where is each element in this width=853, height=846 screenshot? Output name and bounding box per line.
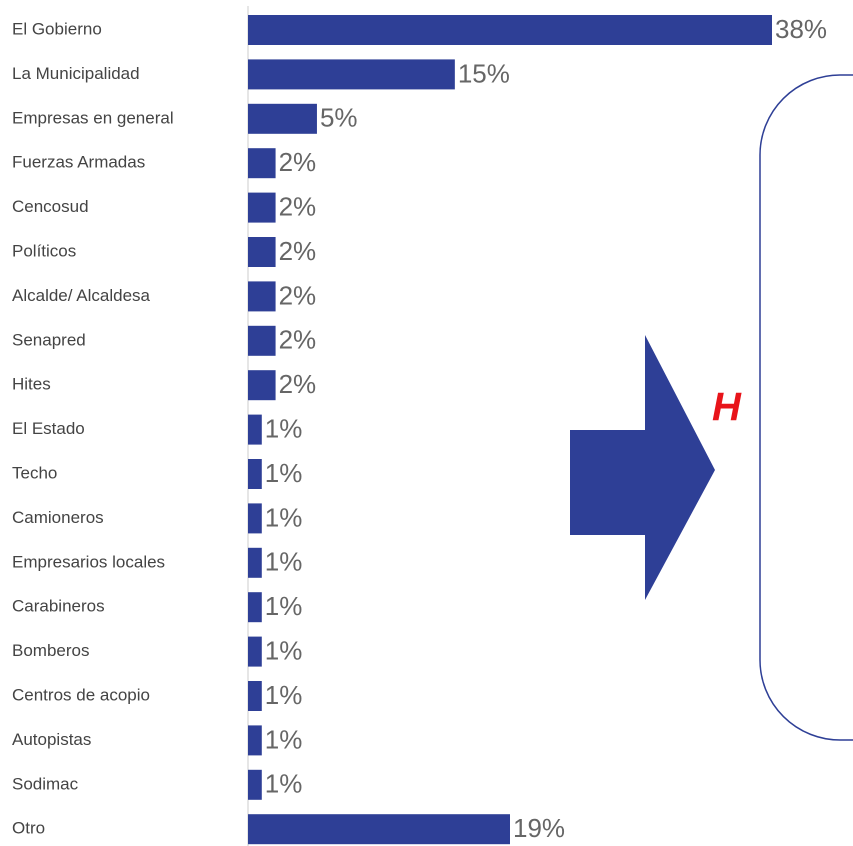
value-label: 1%: [265, 458, 303, 488]
value-label: 1%: [265, 591, 303, 621]
bar: [248, 325, 276, 356]
category-label: La Municipalidad: [12, 64, 140, 83]
value-label: 1%: [265, 502, 303, 532]
value-label: 2%: [279, 280, 317, 310]
category-label: Carabineros: [12, 597, 105, 616]
category-label: Techo: [12, 463, 57, 482]
callout-box: [759, 74, 853, 741]
category-label: Senapred: [12, 330, 86, 349]
value-label: 1%: [265, 680, 303, 710]
bar: [248, 237, 276, 267]
category-label: Alcalde/ Alcaldesa: [12, 286, 151, 305]
value-label: 2%: [279, 236, 317, 266]
value-label: 19%: [513, 813, 565, 843]
value-label: 2%: [279, 191, 317, 221]
bar: [248, 103, 317, 134]
bar: [248, 148, 276, 179]
category-label: Hites: [12, 375, 51, 394]
category-label: Sodimac: [12, 774, 79, 793]
value-label: 1%: [265, 724, 303, 754]
value-label: 15%: [458, 58, 510, 88]
value-label: 1%: [265, 413, 303, 443]
category-label: Políticos: [12, 241, 76, 260]
bar: [248, 592, 262, 623]
category-label: Autopistas: [12, 730, 91, 749]
value-label: 2%: [279, 325, 317, 355]
category-label: Centros de acopio: [12, 685, 150, 704]
bar: [248, 503, 262, 534]
category-label: El Gobierno: [12, 19, 102, 38]
category-label: Camioneros: [12, 508, 104, 527]
bar: [248, 59, 455, 90]
bar: [248, 15, 772, 45]
bar: [248, 547, 262, 578]
category-label: El Estado: [12, 419, 85, 438]
bar: [248, 814, 510, 845]
value-label: 1%: [265, 547, 303, 577]
category-label: Empresarios locales: [12, 552, 165, 571]
category-label: Fuerzas Armadas: [12, 153, 145, 172]
bar: [248, 769, 262, 800]
value-label: 2%: [279, 369, 317, 399]
callout-text: H: [712, 386, 742, 430]
bar: [248, 725, 262, 756]
value-label: 1%: [265, 635, 303, 665]
bar: [248, 192, 276, 223]
value-label: 2%: [279, 147, 317, 177]
value-label: 1%: [265, 769, 303, 799]
category-label: Cencosud: [12, 197, 89, 216]
category-label: Empresas en general: [12, 108, 174, 127]
value-label: 5%: [320, 103, 358, 133]
bar: [248, 281, 276, 312]
bar: [248, 370, 276, 401]
bar: [248, 636, 262, 667]
value-label: 38%: [775, 14, 827, 44]
bar: [248, 459, 262, 489]
bar: [248, 681, 262, 711]
arrow: [570, 335, 715, 600]
category-label: Otro: [12, 819, 45, 838]
bar: [248, 414, 262, 445]
category-label: Bomberos: [12, 641, 89, 660]
